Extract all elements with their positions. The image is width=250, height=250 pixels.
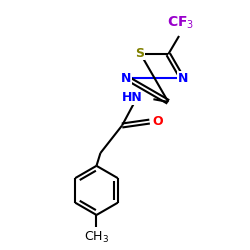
Text: O: O	[152, 115, 163, 128]
Text: CH$_3$: CH$_3$	[84, 230, 109, 245]
Text: N: N	[121, 72, 131, 85]
Text: CF$_3$: CF$_3$	[168, 14, 195, 31]
Text: HN: HN	[122, 92, 143, 104]
Text: N: N	[178, 72, 188, 85]
Text: S: S	[135, 47, 144, 60]
